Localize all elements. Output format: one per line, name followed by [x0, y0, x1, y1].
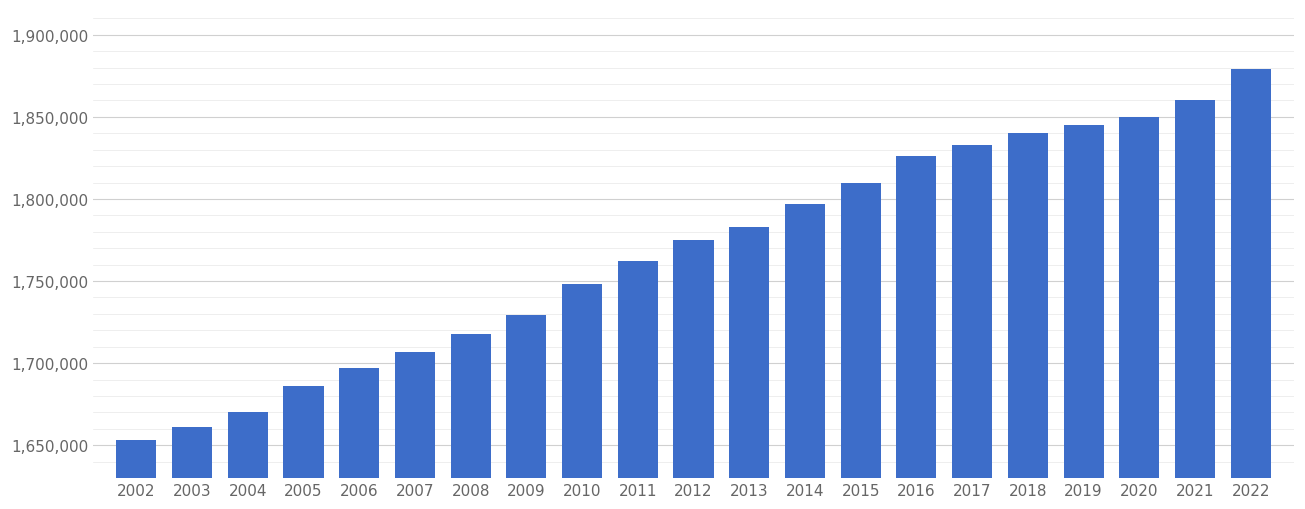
Bar	[506, 316, 547, 509]
Bar	[395, 352, 435, 509]
Bar	[339, 369, 380, 509]
Bar	[729, 228, 770, 509]
Bar	[1231, 70, 1271, 509]
Bar	[283, 386, 324, 509]
Bar	[617, 262, 658, 509]
Bar	[953, 146, 992, 509]
Bar	[673, 240, 714, 509]
Bar	[840, 183, 881, 509]
Bar	[897, 157, 937, 509]
Bar	[450, 334, 491, 509]
Bar	[172, 427, 213, 509]
Bar	[1174, 101, 1215, 509]
Bar	[228, 413, 268, 509]
Bar	[1007, 134, 1048, 509]
Bar	[562, 285, 602, 509]
Bar	[784, 205, 825, 509]
Bar	[1064, 126, 1104, 509]
Bar	[116, 440, 157, 509]
Bar	[1120, 118, 1159, 509]
